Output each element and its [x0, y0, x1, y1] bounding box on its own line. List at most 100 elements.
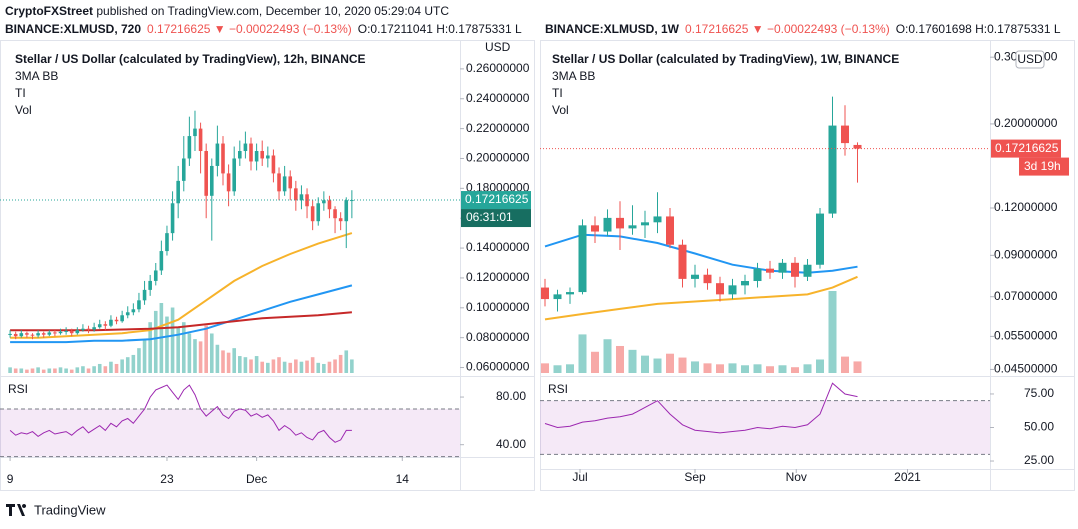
volume-bar	[841, 356, 849, 373]
moving-average	[10, 232, 353, 339]
indicator-label: 3MA BB	[552, 69, 595, 83]
candle-body	[97, 324, 102, 328]
candle-body	[131, 309, 136, 313]
volume-bar	[641, 355, 649, 373]
candle-body	[766, 268, 774, 273]
volume-bar	[553, 365, 562, 373]
rsi-line	[9, 384, 352, 443]
candle-body	[142, 289, 147, 301]
candle-body	[803, 264, 812, 277]
x-tick-label: 23	[160, 472, 174, 486]
published: published on TradingView.com, December 1…	[96, 4, 449, 18]
candle-body	[541, 287, 549, 300]
volume-bar	[176, 327, 180, 373]
moving-average	[10, 284, 353, 344]
y-tick-label: 0.06000000	[466, 360, 530, 374]
last-price-box	[991, 139, 1061, 158]
y-tick-label: 0.22000000	[466, 121, 530, 135]
volume-bar	[254, 356, 259, 373]
rsi-y-tick-label: 40.00	[496, 437, 526, 451]
y-tick-label: 0.12000000	[994, 200, 1058, 214]
unit-label: USD	[1017, 52, 1043, 66]
candle-body	[58, 331, 63, 334]
candle-body	[288, 176, 293, 189]
volume-bar	[125, 357, 130, 373]
candle-body	[209, 165, 214, 196]
candle-body	[148, 280, 152, 290]
y-tick-label: 0.14000000	[466, 240, 530, 254]
candle-body	[69, 330, 74, 334]
price-change: 0.17216625 ▼ −0.00022493 (−0.13%)	[685, 22, 890, 36]
volume-bar	[653, 358, 662, 373]
candle-body	[310, 206, 315, 222]
volume-bar	[204, 325, 208, 373]
volume-bar	[282, 361, 287, 373]
y-tick-label: 0.07000000	[994, 289, 1058, 303]
chart-pane: BINANCE:XLMUSD, 1W 0.17216625 ▼ −0.000224…	[540, 22, 1075, 491]
symbol: BINANCE:XLMUSD, 720	[5, 22, 141, 36]
volume-bar	[142, 339, 147, 373]
countdown-label: 3d 19h	[1024, 159, 1061, 173]
unit-label: USD	[485, 40, 511, 54]
candle-body	[232, 158, 237, 192]
volume-bar	[628, 349, 637, 373]
candle-body	[36, 333, 40, 336]
unit-button	[1015, 50, 1045, 69]
pane-frame	[0, 40, 535, 491]
volume-bar	[703, 363, 712, 373]
candle-body	[791, 262, 799, 277]
volume-bar	[75, 367, 80, 373]
x-tick-label: Dec	[246, 472, 267, 486]
y-tick-label: 0.26000000	[466, 61, 530, 75]
candle-body	[338, 218, 343, 222]
candle-body	[170, 203, 175, 234]
candle-body	[238, 151, 242, 159]
y-tick-label: 0.24000000	[466, 91, 530, 105]
volume-bar	[137, 348, 141, 373]
volume-bar	[316, 362, 321, 373]
ohlc: O:0.17601698 H:0.17875331 L	[896, 22, 1061, 36]
price-change: 0.17216625 ▼ −0.00022493 (−0.13%)	[147, 22, 352, 36]
symbol-info: BINANCE:XLMUSD, 720 0.17216625 ▼ −0.00022…	[5, 22, 522, 36]
candle-body	[249, 143, 253, 162]
volume-bar	[131, 354, 136, 373]
volume-bar	[338, 354, 343, 373]
volume-bar	[92, 366, 96, 373]
symbol: BINANCE:XLMUSD, 1W	[545, 22, 680, 36]
x-tick-label: Sep	[684, 470, 706, 484]
volume-bar	[198, 341, 203, 373]
volume-bar	[41, 369, 46, 373]
candle-body	[86, 328, 91, 330]
volume-bar	[728, 363, 737, 373]
candle-body	[566, 292, 574, 295]
volume-bar	[25, 369, 29, 373]
indicator-label: TI	[552, 86, 563, 100]
candle-body	[305, 194, 309, 207]
candle-body	[204, 151, 208, 196]
volume-bar	[778, 365, 787, 373]
rsi-y-tick-label: 80.00	[496, 389, 526, 403]
candle-body	[193, 128, 197, 137]
volume-bar	[322, 363, 326, 373]
volume-bar	[13, 368, 18, 373]
candle-body	[678, 244, 687, 279]
chart-title: Stellar / US Dollar (calculated by Tradi…	[552, 52, 899, 66]
volume-bar	[249, 359, 253, 373]
last-price-label: 0.17216625	[995, 141, 1059, 155]
volume-bar	[578, 334, 587, 373]
candle-body	[603, 217, 612, 232]
x-tick-label: 9	[7, 472, 14, 486]
candle-body	[13, 333, 18, 337]
volume-bar	[103, 366, 108, 373]
y-tick-label: 0.20000000	[994, 116, 1058, 130]
volume-bar	[64, 368, 68, 373]
y-tick-label: 0.05500000	[994, 329, 1058, 343]
rsi-y-tick-label: 75.00	[1024, 386, 1054, 400]
candle-body	[30, 334, 35, 336]
candle-body	[616, 217, 624, 229]
indicator-label: 3MA BB	[15, 69, 58, 83]
volume-bar	[566, 364, 574, 373]
volume-bar	[277, 357, 281, 373]
countdown-box	[1019, 157, 1069, 176]
volume-bar	[97, 363, 102, 373]
